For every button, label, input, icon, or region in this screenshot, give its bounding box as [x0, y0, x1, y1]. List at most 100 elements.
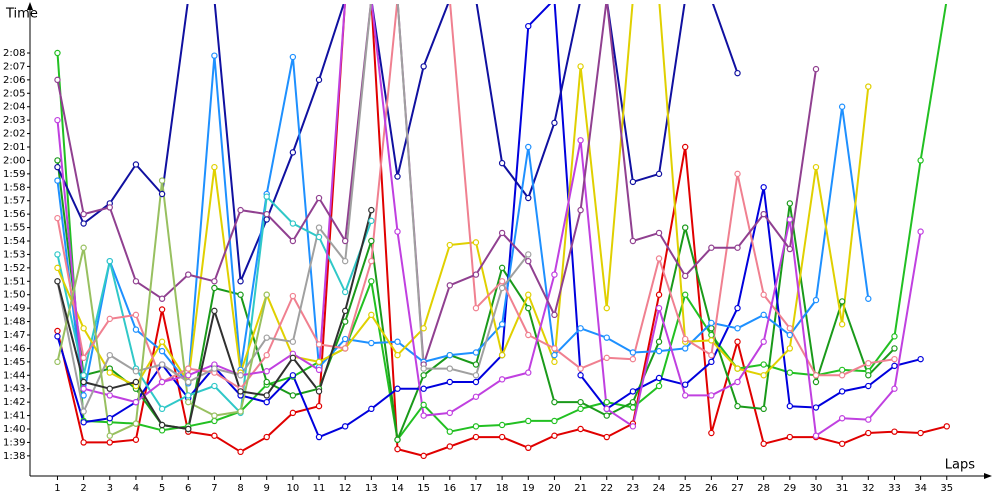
lap-point: [420, 63, 427, 70]
lap-point: [237, 372, 244, 379]
lap-point: [211, 417, 218, 425]
lap-point: [472, 433, 480, 441]
lap-point: [498, 376, 506, 383]
lap-point: [838, 372, 846, 379]
lap-point: [760, 184, 767, 191]
lap-point: [394, 228, 401, 235]
lap-point: [708, 351, 715, 359]
lap-point: [472, 239, 480, 246]
lap-point: [420, 372, 427, 379]
lap-point: [655, 347, 663, 355]
lap-point: [577, 405, 584, 413]
lap-point: [629, 398, 637, 406]
lap-point: [891, 333, 898, 340]
lap-point: [525, 194, 532, 202]
lap-point: [158, 190, 166, 198]
y-tick-label: 2:05: [3, 88, 25, 99]
lap-point: [551, 271, 558, 278]
lap-point: [446, 282, 454, 289]
y-tick-label: 1:51: [3, 276, 25, 287]
lap-point: [315, 224, 323, 231]
lap-point: [289, 220, 297, 227]
lap-point: [132, 278, 140, 285]
lap-point: [237, 448, 244, 456]
y-tick-label: 1:49: [3, 303, 25, 314]
lap-point: [158, 361, 166, 368]
x-tick-label: 12: [339, 483, 352, 494]
lap-point: [734, 402, 741, 410]
x-tick-label: 7: [211, 483, 217, 494]
lap-point: [603, 398, 610, 406]
lap-point: [498, 284, 506, 292]
lap-point: [54, 177, 61, 184]
lap-point: [263, 398, 270, 406]
y-tick-label: 2:01: [3, 142, 25, 153]
lap-point: [472, 304, 480, 312]
lap-point: [498, 421, 506, 429]
lap-point: [211, 382, 218, 390]
lap-point: [80, 385, 87, 392]
lap-point: [394, 173, 401, 180]
lap-point: [472, 393, 480, 400]
lap-point: [315, 233, 323, 241]
lap-point: [80, 408, 87, 415]
lap-point: [682, 345, 689, 352]
x-tick-label: 19: [522, 483, 535, 494]
lap-point: [577, 63, 584, 70]
lap-point: [472, 349, 480, 356]
lap-point: [917, 228, 924, 235]
lap-point: [838, 103, 846, 110]
lap-point: [132, 311, 140, 319]
lap-point: [263, 351, 270, 359]
lap-point: [891, 362, 898, 370]
lap-point: [734, 69, 741, 77]
lap-point: [760, 372, 767, 379]
lap-point: [525, 369, 532, 376]
lap-point: [185, 271, 192, 278]
lap-point: [80, 210, 87, 218]
x-tick-label: 32: [862, 483, 875, 494]
lap-point: [786, 325, 794, 332]
lap-point: [577, 365, 584, 372]
lap-point: [289, 237, 297, 245]
lap-point: [237, 206, 244, 214]
lap-point: [786, 345, 794, 352]
lap-point: [185, 378, 192, 386]
lap-point: [80, 439, 87, 446]
lap-point: [838, 440, 846, 447]
lap-point: [106, 315, 113, 323]
lap-point: [629, 388, 637, 395]
lap-point: [315, 388, 323, 395]
lap-point: [786, 369, 794, 376]
lap-point: [289, 338, 297, 345]
lap-point: [263, 291, 270, 298]
lap-point: [237, 278, 244, 285]
lap-point: [54, 358, 61, 366]
lap-point: [106, 432, 113, 439]
lap-point: [682, 272, 689, 280]
lap-point: [551, 432, 558, 439]
plot-area: [54, 4, 950, 460]
lap-point: [263, 433, 270, 441]
lap-point: [289, 292, 297, 300]
lap-point: [786, 402, 794, 410]
lap-point: [734, 338, 741, 345]
x-tick-label: 33: [888, 483, 901, 494]
x-tick-label: 6: [185, 483, 191, 494]
lap-point: [54, 163, 61, 171]
lap-point: [368, 206, 375, 214]
lap-point: [865, 372, 872, 379]
lap-point: [708, 392, 715, 399]
lap-point: [263, 392, 270, 399]
x-tick-label: 4: [133, 483, 139, 494]
lap-point: [185, 392, 192, 399]
lap-point: [54, 251, 61, 258]
lap-point: [525, 143, 532, 151]
y-tick-label: 2:00: [3, 155, 25, 166]
lap-point: [446, 365, 454, 372]
lap-point: [106, 204, 113, 211]
lap-point: [158, 405, 166, 413]
y-tick-label: 1:55: [3, 223, 25, 234]
